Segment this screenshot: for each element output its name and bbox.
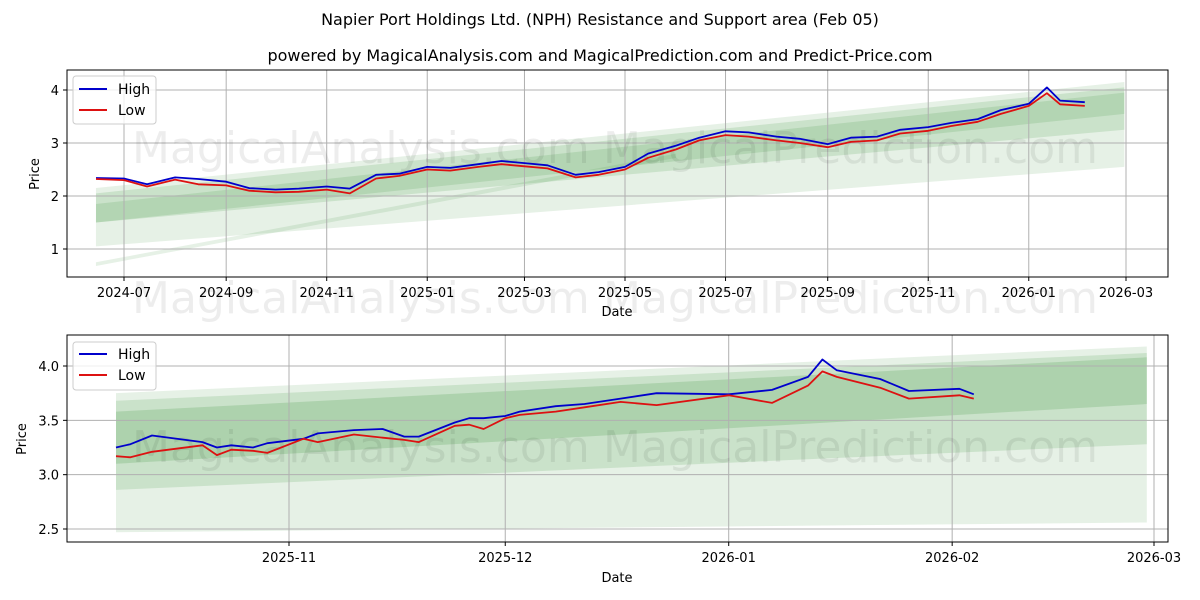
y-tick-label: 1 [51,243,59,258]
watermark-text: MagicalAnalysis.com [132,273,590,324]
legend: High Low [72,75,157,125]
x-tick-label: 2025-07 [698,286,752,301]
x-tick-label: 2025-09 [801,286,855,301]
x-tick-label: 2025-11 [901,286,955,301]
band [116,346,1147,533]
x-tick-label: 2024-11 [300,286,354,301]
watermark-text: MagicalPrediction.com [603,422,1098,473]
x-tick-label: 2025-01 [400,286,454,301]
legend-high-label: High [118,347,150,363]
high-line [115,358,975,449]
y-tick-label: 3.5 [38,414,59,429]
legend-low-label: Low [118,368,146,384]
x-tick-label: 2026-03 [1127,551,1181,566]
y-tick-label: 2 [51,190,59,205]
y-tick-label: 4 [51,84,59,99]
axes-frame [66,334,1169,543]
band [95,92,1125,223]
legend-high-label: High [118,82,150,98]
x-axis-ticks: 2024-07 2024-09 2024-11 2025-01 2025-03 2025-… [97,277,1153,301]
y-axis-ticks: 2.5 3.0 3.5 4.0 [38,360,67,538]
x-axis-ticks: 2025-11 2025-12 2026-01 2026-02 2026-03 [262,542,1181,566]
high-line [95,86,1085,191]
bottom-chart: MagicalAnalysis.com MagicalPrediction.com… [15,334,1181,586]
top-chart: MagicalAnalysis.com MagicalPrediction.com… [28,69,1169,324]
y-tick-label: 3 [51,137,59,152]
band [95,87,1125,223]
support-resistance-bands [95,82,1125,266]
x-tick-label: 2025-03 [497,286,551,301]
x-axis-label: Date [601,571,632,586]
x-tick-label: 2024-09 [199,286,253,301]
grid-lines [67,70,1168,277]
watermark-text: MagicalPrediction.com [603,273,1098,324]
y-tick-label: 4.0 [38,360,59,375]
x-tick-label: 2025-11 [262,551,316,566]
chart-subtitle: powered by MagicalAnalysis.com and Magic… [267,46,933,65]
watermark: MagicalAnalysis.com MagicalPrediction.com [132,422,1098,473]
y-axis-ticks: 1 2 3 4 [51,84,67,258]
band [116,352,1147,490]
x-tick-label: 2025-12 [478,551,532,566]
x-tick-label: 2026-01 [1002,286,1056,301]
watermark-text: MagicalPrediction.com [603,123,1098,174]
low-line [115,370,975,459]
y-tick-label: 2.5 [38,523,59,538]
band [95,82,1125,247]
watermark: MagicalAnalysis.com MagicalPrediction.com… [132,123,1098,324]
chart-title: Napier Port Holdings Ltd. (NPH) Resistan… [321,10,879,29]
x-tick-label: 2026-02 [925,551,979,566]
band [95,153,677,266]
x-tick-label: 2026-01 [702,551,756,566]
legend-low-label: Low [118,103,146,119]
price-lines [115,358,975,459]
grid-lines [67,335,1168,542]
legend: High Low [72,341,157,391]
x-tick-label: 2026-03 [1099,286,1153,301]
y-axis-label: Price [15,423,30,455]
price-lines [95,86,1085,195]
y-axis-label: Price [28,158,43,190]
axes-frame [66,69,1169,278]
low-line [95,92,1085,195]
x-tick-label: 2024-07 [97,286,151,301]
x-tick-label: 2025-05 [598,286,652,301]
x-axis-label: Date [601,305,632,320]
y-tick-label: 3.0 [38,469,59,484]
